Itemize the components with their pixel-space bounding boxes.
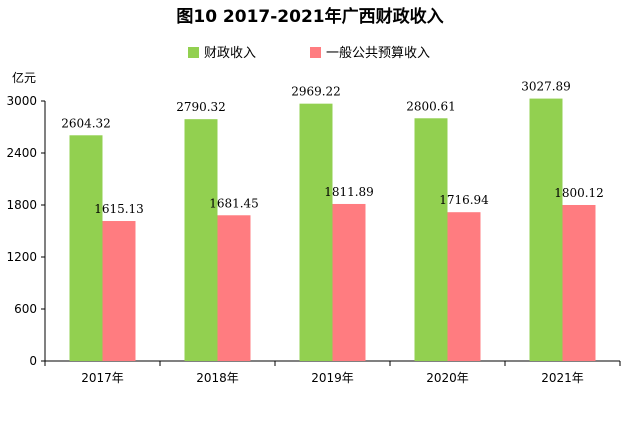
bar-fiscal-revenue	[414, 118, 448, 362]
data-label: 1615.13	[94, 202, 144, 216]
y-tick-label: 1800	[6, 198, 37, 212]
x-tick-label: 2019年	[311, 371, 354, 385]
bar-general-budget-revenue	[562, 204, 596, 361]
bar-fiscal-revenue	[184, 119, 218, 361]
data-label: 1811.89	[324, 185, 374, 199]
x-tick-label: 2021年	[541, 371, 584, 385]
x-tick-label: 2018年	[196, 371, 239, 385]
bar-fiscal-revenue	[299, 103, 333, 361]
legend-label-series-1: 一般公共预算收入	[326, 45, 430, 61]
bar-fiscal-revenue	[69, 135, 103, 361]
bar-general-budget-revenue	[102, 221, 136, 361]
data-label: 1681.45	[209, 196, 259, 210]
y-tick-label: 3000	[6, 94, 37, 108]
chart-title: 图10 2017-2021年广西财政收入	[176, 6, 443, 27]
x-tick-label: 2020年	[426, 371, 469, 385]
data-label: 1716.94	[439, 193, 489, 207]
y-axis-unit-label: 亿元	[12, 70, 36, 85]
bar-general-budget-revenue	[217, 215, 251, 361]
data-label: 2969.22	[291, 85, 341, 99]
y-tick-label: 2400	[6, 146, 37, 160]
data-label: 1800.12	[554, 186, 604, 200]
y-tick-label: 600	[14, 302, 37, 316]
bar-general-budget-revenue	[447, 212, 481, 361]
data-label: 2790.32	[176, 100, 226, 114]
legend-swatch-series-0	[188, 47, 199, 58]
bar-general-budget-revenue	[332, 203, 366, 361]
plot-area: 0 600 1200 1800 2400 3000 2017年 2604.32 1615.13 2…	[6, 80, 621, 385]
legend-swatch-series-1	[310, 47, 321, 58]
y-tick-label: 1200	[6, 250, 37, 264]
bar-fiscal-revenue	[529, 98, 563, 362]
data-label: 2800.61	[406, 99, 456, 113]
legend-label-series-0: 财政收入	[204, 46, 256, 61]
data-label: 3027.89	[521, 80, 571, 94]
x-tick-label: 2017年	[81, 371, 124, 385]
data-label: 2604.32	[61, 116, 111, 130]
y-tick-label: 0	[29, 354, 37, 368]
